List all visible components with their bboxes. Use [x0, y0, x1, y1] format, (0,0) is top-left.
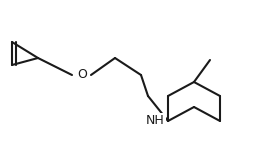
Text: O: O: [77, 69, 87, 82]
Text: NH: NH: [146, 114, 164, 128]
